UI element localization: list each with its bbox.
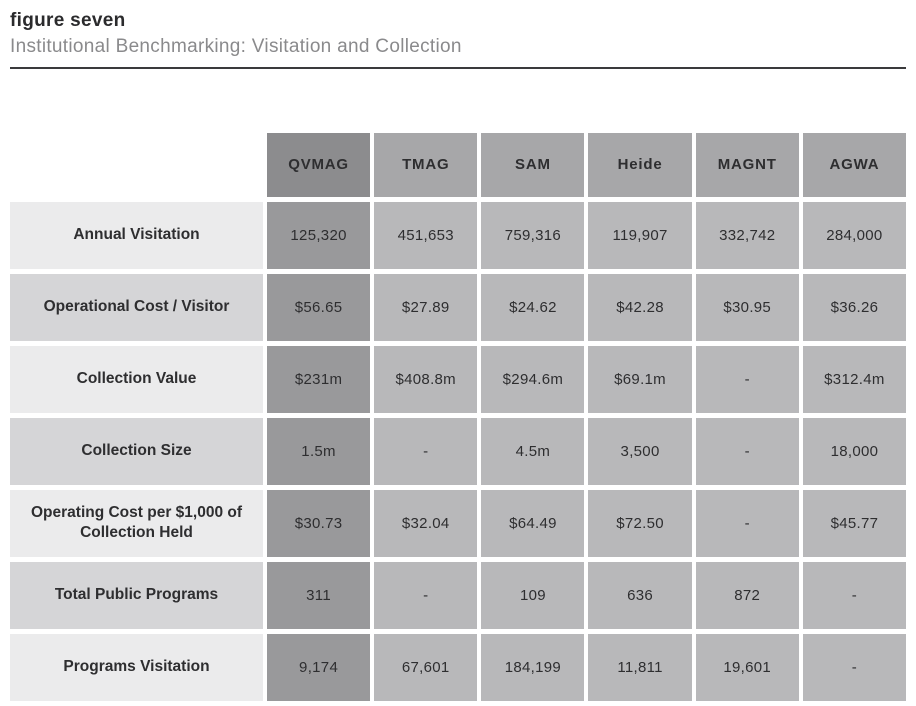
- row-label: Collection Value: [10, 345, 263, 413]
- table-corner: [10, 133, 263, 197]
- title-rule: [10, 66, 906, 69]
- table-cell: $294.6m: [481, 345, 585, 413]
- row-label: Operating Cost per $1,000 of Collection …: [10, 489, 263, 557]
- benchmark-table: QVMAG TMAG SAM Heide MAGNT AGWA Annual Visitat…: [10, 132, 906, 701]
- table-cell: $56.65: [267, 273, 371, 341]
- table-cell: $64.49: [481, 489, 585, 557]
- table-cell: $30.73: [267, 489, 371, 557]
- table-cell: 67,601: [374, 633, 478, 701]
- row-label: Annual Visitation: [10, 201, 263, 269]
- table-cell: 19,601: [695, 633, 799, 701]
- figure-label: figure seven: [10, 10, 126, 31]
- table-cell: 11,811: [588, 633, 692, 701]
- table-cell: -: [802, 561, 906, 629]
- figure-title: Institutional Benchmarking: Visitation a…: [10, 35, 462, 57]
- table-cell: 759,316: [481, 201, 585, 269]
- table-cell: $30.95: [695, 273, 799, 341]
- column-header-agwa: AGWA: [802, 132, 906, 197]
- row-label: Programs Visitation: [10, 633, 263, 701]
- table-cell: 4.5m: [481, 417, 585, 485]
- table-cell: $72.50: [588, 489, 692, 557]
- table-cell: 332,742: [695, 201, 799, 269]
- column-header-heide: Heide: [588, 132, 692, 197]
- table-cell: -: [695, 345, 799, 413]
- table-cell: $27.89: [374, 273, 478, 341]
- table-cell: $24.62: [481, 273, 585, 341]
- table-cell: -: [374, 417, 478, 485]
- table-cell: $32.04: [374, 489, 478, 557]
- table-cell: $312.4m: [802, 345, 906, 413]
- table-cell: 636: [588, 561, 692, 629]
- table-cell: 18,000: [802, 417, 906, 485]
- table-cell: 184,199: [481, 633, 585, 701]
- row-label: Collection Size: [10, 417, 263, 485]
- table-cell: $36.26: [802, 273, 906, 341]
- table-cell: 451,653: [374, 201, 478, 269]
- table-cell: 284,000: [802, 201, 906, 269]
- table-cell: 872: [695, 561, 799, 629]
- table-cell: 1.5m: [267, 417, 371, 485]
- table-cell: -: [374, 561, 478, 629]
- table-cell: 109: [481, 561, 585, 629]
- row-label: Total Public Programs: [10, 561, 263, 629]
- row-label: Operational Cost / Visitor: [10, 273, 263, 341]
- table-cell: $408.8m: [374, 345, 478, 413]
- table-cell: $231m: [267, 345, 371, 413]
- table-cell: -: [695, 489, 799, 557]
- table-cell: 125,320: [267, 201, 371, 269]
- column-header-qvmag: QVMAG: [267, 132, 371, 197]
- table-cell: $42.28: [588, 273, 692, 341]
- column-header-magnt: MAGNT: [695, 132, 799, 197]
- table-cell: -: [695, 417, 799, 485]
- table-cell: 119,907: [588, 201, 692, 269]
- table-cell: -: [802, 633, 906, 701]
- table-cell: $45.77: [802, 489, 906, 557]
- table-cell: 311: [267, 561, 371, 629]
- table-cell: 9,174: [267, 633, 371, 701]
- figure-header: figure seven Institutional Benchmarking:…: [10, 10, 906, 69]
- table-cell: 3,500: [588, 417, 692, 485]
- column-header-sam: SAM: [481, 132, 585, 197]
- table-cell: $69.1m: [588, 345, 692, 413]
- column-header-tmag: TMAG: [374, 132, 478, 197]
